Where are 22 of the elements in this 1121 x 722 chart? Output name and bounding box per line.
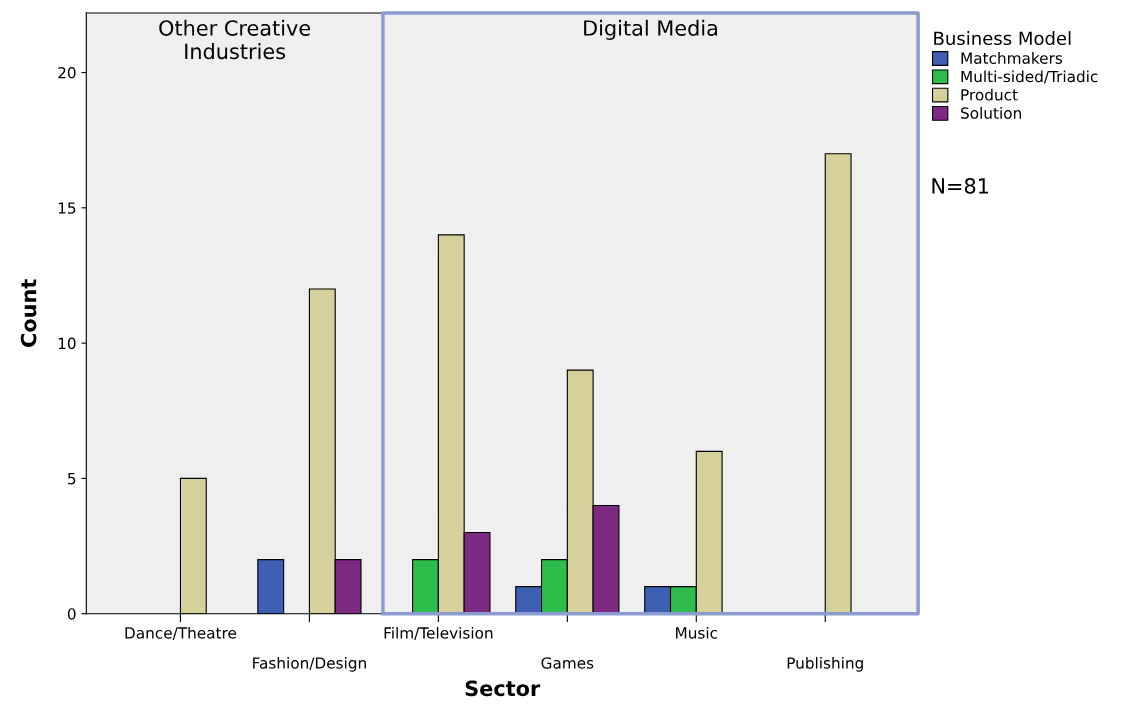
x-tick-label: Dance/Theatre (125, 626, 237, 640)
legend-label: Matchmakers (961, 52, 1063, 64)
y-tick-label: 10 (58, 337, 76, 350)
legend-label: Multi-sided/Triadic (961, 70, 1098, 84)
x-tick-label: Games (541, 657, 594, 669)
x-tick-label: Publishing (787, 656, 863, 672)
annotation: Digital Media (584, 19, 717, 40)
legend-label: Solution (961, 107, 1021, 119)
x-axis-title: Sector (465, 680, 541, 697)
text: N=81 (932, 178, 989, 194)
x-tick-label: Fashion/Design (253, 656, 366, 672)
y-tick-label: 15 (58, 202, 76, 214)
y-tick-label: 5 (68, 473, 76, 485)
y-tick-label: 0 (67, 608, 76, 620)
legend-label: Product (961, 88, 1018, 101)
bar (824, 153, 852, 614)
annotation: Other Creative Industries (159, 19, 311, 60)
legend-title: Business Model (934, 31, 1071, 46)
x-tick-label: Film/Television (384, 626, 493, 640)
y-tick-label: 20 (58, 66, 76, 79)
x-tick-label: Music (676, 626, 718, 639)
y-axis-title: Count (20, 279, 37, 347)
